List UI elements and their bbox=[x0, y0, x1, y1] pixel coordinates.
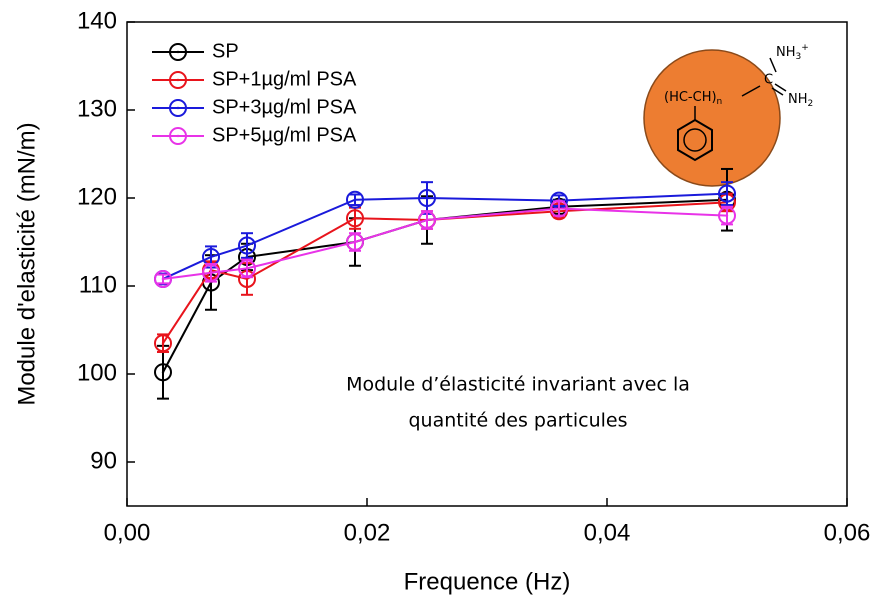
marker-dot bbox=[425, 196, 429, 200]
imine-label: NH2 bbox=[788, 92, 813, 109]
marker bbox=[238, 259, 256, 278]
inset: (HC-CH)n NH3+ C NH2 bbox=[643, 43, 813, 187]
imine: NH bbox=[788, 92, 808, 107]
marker bbox=[169, 43, 187, 61]
benzene-ring bbox=[677, 118, 713, 162]
plot-frame bbox=[126, 21, 848, 507]
marker-dot bbox=[725, 214, 729, 217]
marker-dot bbox=[353, 240, 357, 244]
marker bbox=[418, 189, 436, 207]
amine-charge: + bbox=[801, 43, 809, 53]
marker bbox=[202, 263, 220, 282]
marker bbox=[718, 184, 736, 203]
polymer: (HC-CH) bbox=[664, 90, 717, 105]
marker-dot bbox=[209, 255, 213, 259]
marker bbox=[346, 209, 364, 228]
x-tick-label: 0,04 bbox=[584, 519, 631, 546]
polymer-label: (HC-CH)n bbox=[664, 90, 722, 107]
amine-sub: 3 bbox=[796, 52, 802, 62]
amine-label: NH3+ bbox=[776, 43, 809, 62]
marker-dot bbox=[425, 218, 429, 222]
bond bbox=[771, 87, 784, 96]
carbon: C bbox=[764, 73, 773, 88]
x-tick-label: 0,06 bbox=[824, 519, 871, 546]
x-axis-label: Frequence (Hz) bbox=[404, 568, 571, 595]
imine-sub: 2 bbox=[808, 99, 814, 109]
legend-label: SP+5µg/ml PSA bbox=[212, 124, 357, 146]
bond bbox=[774, 83, 787, 92]
y-tick-label: 90 bbox=[90, 447, 117, 474]
marker bbox=[169, 99, 187, 117]
marker-dot bbox=[245, 244, 249, 247]
legend-label: SP bbox=[212, 40, 239, 62]
x-tick-label: 0,02 bbox=[344, 519, 391, 546]
marker bbox=[238, 236, 256, 255]
marker-dot bbox=[245, 277, 249, 281]
annotation: Module d’élasticité invariant avec la bbox=[346, 374, 690, 396]
amine: NH bbox=[776, 45, 796, 60]
marker bbox=[169, 127, 187, 145]
series bbox=[154, 167, 736, 400]
legend-label: SP+1µg/ml PSA bbox=[212, 68, 357, 90]
y-tick-label: 140 bbox=[77, 7, 117, 34]
marker-dot bbox=[176, 106, 180, 110]
marker bbox=[346, 233, 364, 251]
marker-dot bbox=[161, 371, 165, 374]
y-tick-label: 110 bbox=[79, 271, 117, 298]
marker-dot bbox=[353, 217, 357, 220]
marker-dot bbox=[176, 134, 180, 138]
y-axis-label: Module d'elasticité (mN/m) bbox=[13, 122, 40, 405]
marker-dot bbox=[557, 207, 561, 210]
series bbox=[154, 181, 736, 288]
y-tick-label: 130 bbox=[77, 95, 117, 122]
bond bbox=[769, 57, 777, 73]
marker-dot bbox=[245, 267, 249, 270]
legend-label: SP+3µg/ml PSA bbox=[212, 96, 357, 118]
marker bbox=[550, 199, 568, 218]
y-tick-label: 100 bbox=[77, 359, 117, 386]
marker bbox=[718, 206, 736, 225]
inset-circle bbox=[643, 49, 781, 187]
marker-dot bbox=[353, 198, 357, 201]
polymer-index: n bbox=[717, 97, 723, 107]
bond bbox=[741, 85, 761, 97]
marker bbox=[154, 363, 172, 382]
marker-dot bbox=[725, 192, 729, 195]
annotation: quantité des particules bbox=[409, 410, 628, 432]
marker bbox=[418, 211, 436, 229]
marker-dot bbox=[176, 78, 180, 82]
series bbox=[154, 199, 736, 288]
marker bbox=[154, 269, 172, 288]
marker bbox=[154, 334, 172, 353]
marker bbox=[346, 190, 364, 209]
marker-dot bbox=[176, 50, 180, 54]
marker-dot bbox=[161, 342, 165, 345]
marker-dot bbox=[209, 271, 213, 274]
benzene-ring bbox=[683, 128, 707, 152]
x-tick-label: 0,00 bbox=[104, 519, 151, 546]
marker-dot bbox=[161, 277, 165, 281]
marker bbox=[169, 71, 187, 89]
y-tick-label: 120 bbox=[77, 183, 117, 210]
